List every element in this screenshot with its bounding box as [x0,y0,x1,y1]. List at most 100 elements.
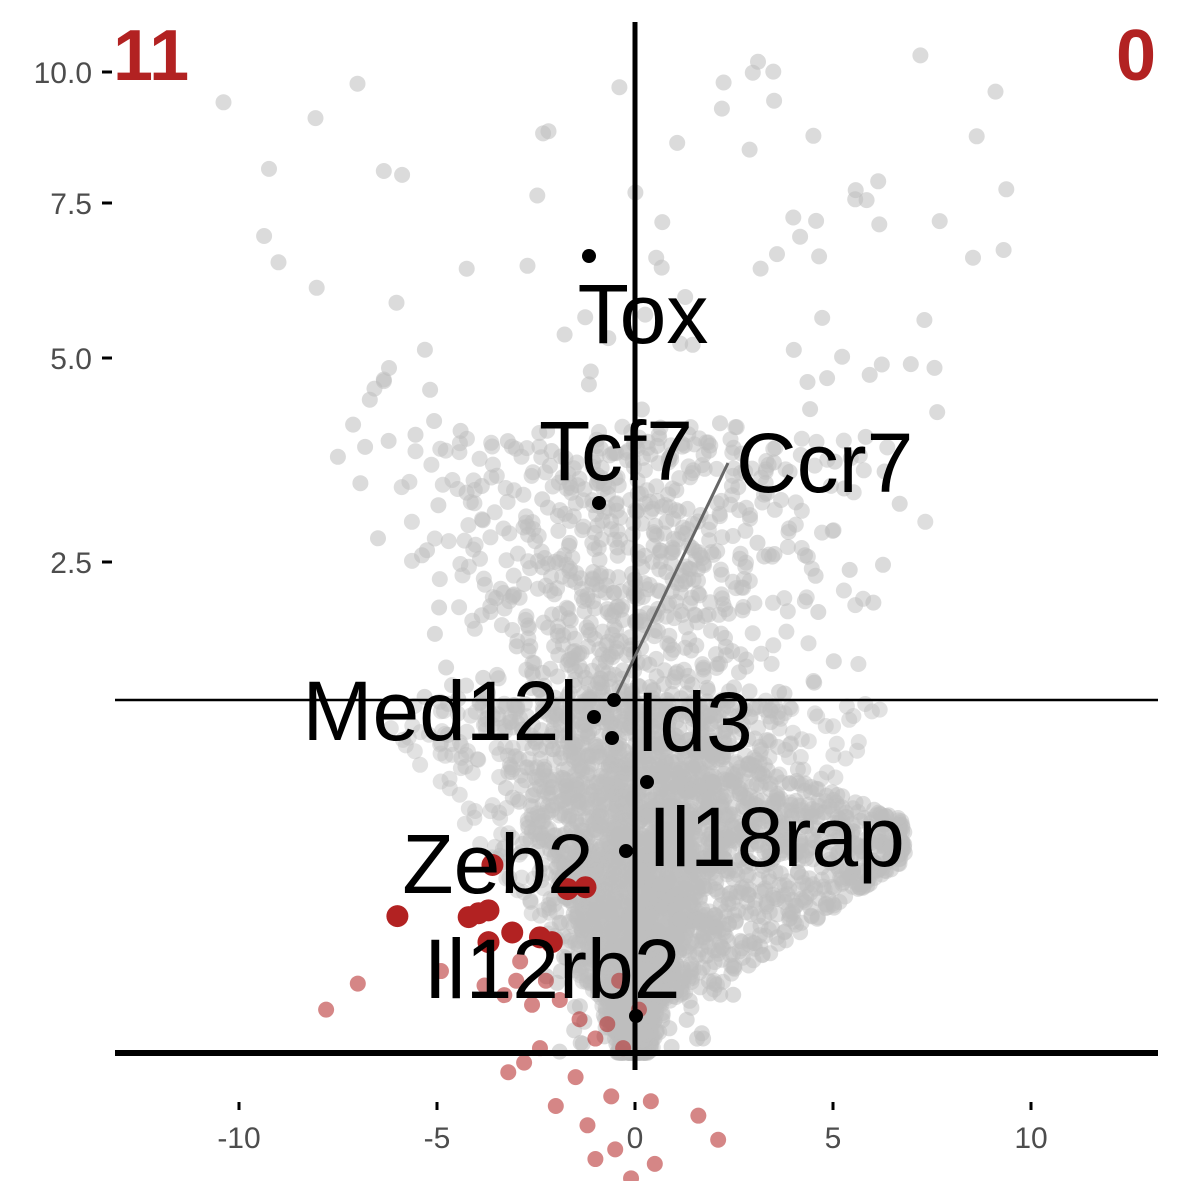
background-point [677,573,693,589]
right-count-label: 0 [1116,16,1156,96]
background-point [414,547,430,563]
background-point [721,916,737,932]
labeled-point [607,693,621,707]
background-point [350,76,366,92]
background-point [969,128,985,144]
background-point [661,1020,677,1036]
background-point [810,604,826,620]
background-point [705,547,721,563]
background-point [581,623,597,639]
background-point [874,357,890,373]
background-point [451,444,467,460]
background-point [600,665,616,681]
background-point [389,295,405,311]
background-point [653,543,669,559]
background-point [516,576,532,592]
background-point [785,725,801,741]
background-point [732,551,748,567]
background-point [875,557,891,573]
background-point [996,242,1012,258]
faint-highlight-point [599,1016,615,1032]
background-point [488,590,504,606]
background-point [432,441,448,457]
background-point [524,760,540,776]
background-point [609,540,625,556]
faint-highlight-point [587,1031,603,1047]
background-point [777,742,793,758]
x-tick-label: -10 [217,1122,260,1155]
background-point [510,546,526,562]
background-point [498,780,514,796]
left-count-label: 11 [113,16,189,96]
background-point [509,638,525,654]
background-point [747,892,763,908]
background-point [427,626,443,642]
background-point [988,84,1004,100]
background-point [797,547,813,563]
background-point [580,729,596,745]
background-point [376,163,392,179]
background-point [271,254,287,270]
background-point [842,562,858,578]
faint-highlight-point [710,1132,726,1148]
background-point [441,533,457,549]
background-point [584,748,600,764]
background-point [794,915,810,931]
background-point [431,600,447,616]
background-point [680,501,696,517]
background-point [766,93,782,109]
background-point [826,900,842,916]
background-point [595,838,611,854]
background-point [677,640,693,656]
background-point [455,567,471,583]
background-point [451,599,467,615]
background-point [521,620,537,636]
background-point [929,404,945,420]
background-point [520,258,536,274]
background-point [611,826,627,842]
background-point [841,712,857,728]
background-point [432,571,448,587]
background-point [433,774,449,790]
background-point [535,559,551,575]
background-point [216,94,232,110]
background-point [408,427,424,443]
background-point [713,562,729,578]
labeled-point [619,844,633,858]
background-point [742,142,758,158]
background-point [825,718,841,734]
background-point [870,173,886,189]
faint-highlight-point [647,1156,663,1172]
background-point [472,451,488,467]
background-point [654,214,670,230]
background-point [857,696,873,712]
background-point [679,1012,695,1028]
background-point [477,577,493,593]
background-point [819,370,835,386]
background-point [404,514,420,530]
background-point [769,246,785,262]
background-point [826,653,842,669]
background-point [786,342,802,358]
background-point [927,360,943,376]
background-point [814,310,830,326]
background-point [850,656,866,672]
gene-label: Il12rb2 [424,922,681,1016]
faint-highlight-point [568,1069,584,1085]
background-point [762,945,778,961]
background-point [825,523,841,539]
background-point [806,675,822,691]
background-point [484,439,500,455]
background-point [808,568,824,584]
background-point [563,612,579,628]
background-point [771,684,787,700]
background-point [357,439,373,455]
background-point [515,487,531,503]
background-point [685,897,701,913]
background-point [714,590,730,606]
y-tick-label: 5.0 [50,343,92,376]
background-point [408,443,424,459]
background-point [862,367,878,383]
x-tick-label: 0 [627,1122,644,1155]
